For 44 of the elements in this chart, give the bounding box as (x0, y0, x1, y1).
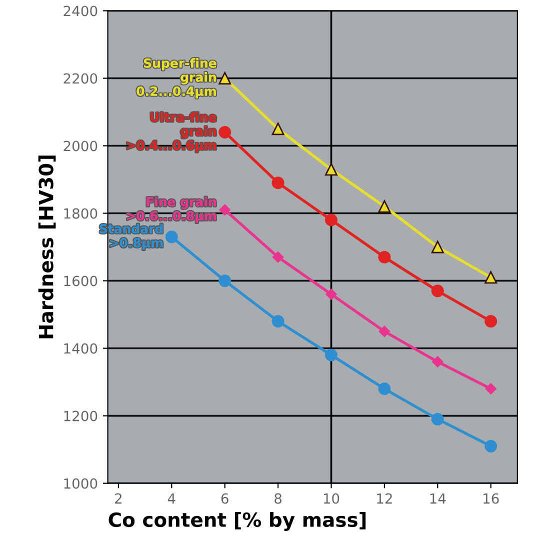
y-axis-title: Hardness [HV30] (38, 156, 56, 338)
x-tick-label: 6 (221, 493, 228, 504)
y-tick-label: 1000 (64, 478, 98, 489)
point (218, 126, 232, 139)
y-tick-label: 2000 (64, 140, 98, 152)
x-tick-label: 10 (324, 493, 340, 504)
point (378, 250, 391, 264)
point (272, 252, 284, 263)
point (378, 200, 391, 213)
point (324, 214, 338, 226)
y-tick-label: 1800 (64, 208, 98, 219)
point (485, 383, 496, 394)
y-tick-label: 1600 (64, 276, 98, 286)
y-tick-label: 2400 (64, 6, 98, 16)
point (484, 271, 498, 284)
point (272, 315, 284, 328)
point (218, 72, 232, 84)
point (165, 230, 178, 244)
x-tick-label: 14 (430, 493, 446, 504)
point (272, 122, 284, 136)
point (484, 440, 498, 452)
point (326, 288, 337, 300)
x-tick-label: 16 (484, 493, 499, 504)
point (324, 348, 338, 362)
x-tick-label: 8 (274, 493, 282, 504)
x-tick-label: 2 (115, 493, 122, 504)
point (219, 204, 230, 216)
series-label: Fine grain >0.6...0.8µm (126, 196, 216, 223)
point (324, 163, 338, 176)
point (431, 240, 444, 254)
x-axis-title: Co content [% by mass] (108, 512, 366, 531)
x-tick-label: 12 (377, 493, 392, 504)
y-tick-label: 1400 (64, 343, 98, 354)
point (431, 284, 444, 298)
x-tick-label: 4 (168, 493, 176, 504)
point (378, 326, 390, 338)
point (432, 356, 444, 368)
y-tick-label: 2200 (64, 73, 98, 84)
point (431, 412, 444, 426)
point (272, 176, 284, 190)
y-tick-label: 1200 (64, 410, 98, 422)
point (218, 274, 232, 288)
point (484, 315, 498, 328)
point (378, 382, 391, 396)
